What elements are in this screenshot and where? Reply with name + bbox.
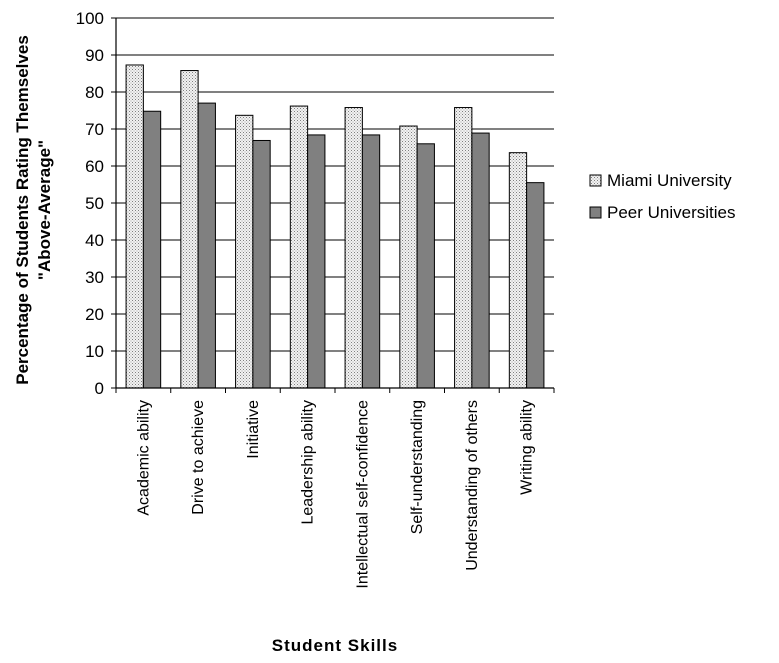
bar-miami xyxy=(289,105,309,389)
bar-miami xyxy=(125,64,144,389)
x-category-label: Self-understanding xyxy=(409,400,426,534)
bar-peer xyxy=(197,102,216,389)
bars xyxy=(125,64,545,389)
x-axis-title: Student Skills xyxy=(272,636,398,655)
y-tick-label: 60 xyxy=(85,157,104,176)
y-tick-label: 0 xyxy=(95,379,104,398)
x-tick-labels: Academic ability Drive to achieve Initiati… xyxy=(135,400,535,589)
legend-swatch xyxy=(589,174,602,187)
bar-peer xyxy=(416,143,435,389)
x-category-label: Academic ability xyxy=(135,400,152,516)
bar-peer xyxy=(361,134,381,389)
legend: Miami University Peer Universities xyxy=(589,171,736,222)
y-tick-labels: 0 10 20 30 40 50 60 70 80 90 100 xyxy=(76,9,104,398)
bar-miami xyxy=(180,70,199,389)
x-category-label: Leadership ability xyxy=(300,400,317,525)
bar-miami xyxy=(235,114,254,389)
y-axis-title-line2: "Above-Average" xyxy=(35,140,54,280)
y-tick-label: 90 xyxy=(85,46,104,65)
x-category-label: Intellectual self-confidence xyxy=(354,400,371,589)
bar-miami xyxy=(508,152,528,389)
y-axis-title-line1: Percentage of Students Rating Themselves xyxy=(13,35,32,385)
legend-label: Miami University xyxy=(607,171,732,190)
bar-miami xyxy=(454,107,473,389)
y-tick-label: 80 xyxy=(85,83,104,102)
y-tick-label: 70 xyxy=(85,120,104,139)
bar-peer xyxy=(142,110,162,389)
bar-miami xyxy=(344,107,363,389)
y-tick-label: 40 xyxy=(85,231,104,250)
axes xyxy=(111,17,555,393)
legend-label: Peer Universities xyxy=(607,203,736,222)
x-category-label: Writing ability xyxy=(519,400,536,495)
bar-peer xyxy=(471,132,490,389)
x-category-label: Initiative xyxy=(245,400,262,459)
y-tick-label: 10 xyxy=(85,342,104,361)
y-tick-label: 50 xyxy=(85,194,104,213)
bar-peer xyxy=(252,139,271,389)
bar-peer xyxy=(307,134,326,389)
x-category-label: Drive to achieve xyxy=(190,400,207,515)
y-tick-label: 20 xyxy=(85,305,104,324)
y-tick-label: 30 xyxy=(85,268,104,287)
bar-peer xyxy=(526,182,545,389)
legend-swatch xyxy=(589,206,602,219)
bar-miami xyxy=(399,125,418,389)
y-tick-label: 100 xyxy=(76,9,104,28)
x-category-label: Understanding of others xyxy=(464,400,481,571)
